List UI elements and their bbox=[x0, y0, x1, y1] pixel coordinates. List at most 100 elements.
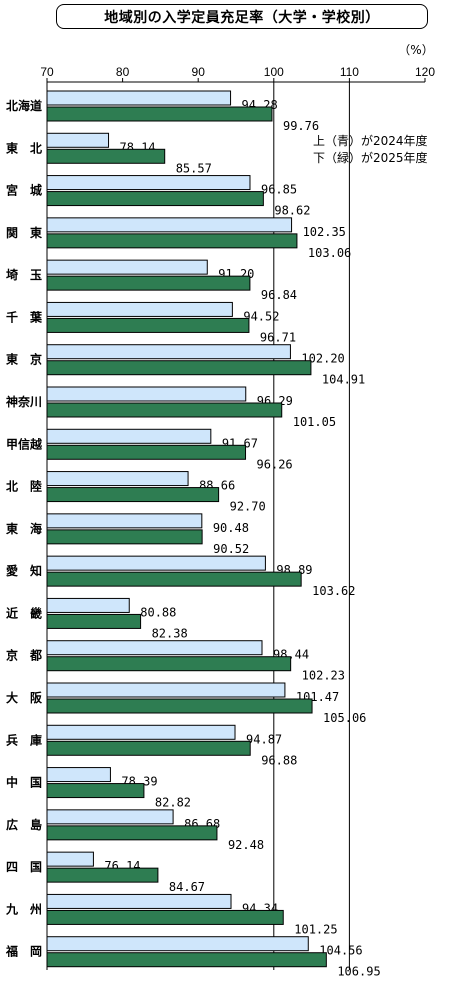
value-label-2024-3: 102.35 bbox=[303, 225, 346, 239]
bar-2024-8 bbox=[46, 428, 212, 444]
bar-2025-19 bbox=[46, 909, 284, 925]
bar-2025-13 bbox=[46, 656, 292, 672]
category-label-11: 愛 知 bbox=[6, 563, 42, 578]
bar-2025-14 bbox=[46, 698, 313, 714]
value-label-2025-16: 82.82 bbox=[155, 796, 191, 810]
bar-2024-1 bbox=[46, 132, 110, 148]
bar-2025-17 bbox=[46, 825, 218, 841]
bar-2024-2 bbox=[46, 175, 251, 191]
bar-2024-16 bbox=[46, 767, 111, 783]
category-label-3: 関 東 bbox=[6, 225, 42, 240]
bar-2025-16 bbox=[46, 783, 145, 799]
bar-2024-17 bbox=[46, 809, 174, 825]
value-label-2025-6: 104.91 bbox=[322, 373, 365, 387]
value-label-2024-2: 96.85 bbox=[261, 183, 297, 197]
bar-2025-12 bbox=[46, 613, 142, 629]
bar-2024-4 bbox=[46, 259, 208, 275]
category-label-5: 千 葉 bbox=[6, 309, 43, 324]
value-label-2024-12: 80.88 bbox=[140, 605, 176, 619]
category-label-0: 北海道 bbox=[6, 98, 42, 113]
bar-2025-2 bbox=[46, 191, 264, 207]
category-label-12: 近 畿 bbox=[6, 605, 42, 620]
x-tick-label-2: 90 bbox=[192, 65, 206, 79]
value-label-2025-4: 96.84 bbox=[261, 288, 297, 302]
x-tick-label-0: 70 bbox=[40, 65, 54, 79]
bar-2024-14 bbox=[46, 682, 286, 698]
bar-2024-15 bbox=[46, 724, 236, 740]
bar-2025-6 bbox=[46, 360, 312, 376]
bar-2025-15 bbox=[46, 740, 251, 756]
x-tick-label-1: 80 bbox=[116, 65, 130, 79]
bar-2025-18 bbox=[46, 867, 159, 883]
bar-2025-7 bbox=[46, 402, 283, 418]
value-label-2025-15: 96.88 bbox=[261, 753, 297, 767]
bar-2025-4 bbox=[46, 275, 251, 291]
bar-2024-11 bbox=[46, 555, 266, 571]
category-label-7: 神奈川 bbox=[6, 394, 42, 409]
category-label-4: 埼 玉 bbox=[6, 267, 42, 282]
bar-2024-6 bbox=[46, 344, 291, 360]
category-label-16: 中 国 bbox=[6, 775, 42, 790]
category-label-20: 福 岡 bbox=[5, 944, 42, 959]
value-label-2025-18: 84.67 bbox=[169, 880, 205, 894]
bar-2024-9 bbox=[46, 471, 189, 487]
value-label-2024-6: 102.20 bbox=[301, 352, 344, 366]
category-label-1: 東 北 bbox=[6, 140, 42, 155]
value-label-2024-10: 90.48 bbox=[213, 521, 249, 535]
value-label-2025-2: 98.62 bbox=[274, 204, 310, 218]
bar-2024-0 bbox=[46, 90, 232, 106]
category-label-17: 広 島 bbox=[6, 817, 42, 832]
bar-2024-10 bbox=[46, 513, 203, 529]
value-label-2024-15: 94.87 bbox=[246, 732, 282, 746]
value-label-2025-12: 82.38 bbox=[152, 626, 188, 640]
bar-2025-5 bbox=[46, 317, 250, 333]
legend-line-2025: 下（緑）が2025年度 bbox=[313, 150, 428, 165]
category-label-19: 九 州 bbox=[5, 901, 42, 916]
bar-2025-9 bbox=[46, 487, 220, 503]
chart-title: 地域別の入学定員充足率（大学・学校別） bbox=[56, 4, 428, 29]
legend-line-2024: 上（青）が2024年度 bbox=[313, 133, 428, 148]
value-label-2025-3: 103.06 bbox=[308, 246, 351, 260]
bar-2024-3 bbox=[46, 217, 293, 233]
value-label-2024-5: 94.52 bbox=[243, 309, 279, 323]
bar-2025-10 bbox=[46, 529, 203, 545]
category-label-2: 宮 城 bbox=[6, 183, 42, 198]
bar-2024-18 bbox=[46, 851, 94, 867]
x-tick-label-3: 100 bbox=[264, 65, 284, 79]
value-label-2025-9: 92.70 bbox=[230, 500, 266, 514]
category-label-13: 京 都 bbox=[6, 648, 42, 663]
category-label-9: 北 陸 bbox=[6, 479, 42, 494]
category-label-18: 四 国 bbox=[6, 860, 42, 874]
bar-2024-19 bbox=[46, 893, 232, 909]
value-label-2025-13: 102.23 bbox=[302, 669, 345, 683]
x-tick-label-4: 110 bbox=[340, 65, 359, 79]
x-tick-label-5: 120 bbox=[415, 65, 435, 79]
value-label-2025-17: 92.48 bbox=[228, 838, 264, 852]
bar-2025-3 bbox=[46, 233, 298, 249]
bar-2025-1 bbox=[46, 148, 166, 164]
bar-2025-8 bbox=[46, 444, 247, 460]
unit-label: （%） bbox=[398, 43, 433, 57]
bar-2024-12 bbox=[46, 597, 130, 613]
bar-2025-20 bbox=[46, 952, 327, 968]
bar-2025-11 bbox=[46, 571, 302, 587]
value-label-2025-11: 103.62 bbox=[312, 584, 355, 598]
value-label-2025-0: 99.76 bbox=[283, 119, 319, 133]
value-label-2025-1: 85.57 bbox=[176, 161, 212, 175]
category-label-14: 大 阪 bbox=[6, 690, 43, 705]
value-label-2025-20: 106.95 bbox=[337, 965, 380, 979]
value-label-2025-8: 96.26 bbox=[257, 457, 293, 471]
category-label-6: 東 京 bbox=[6, 352, 42, 367]
category-label-10: 東 海 bbox=[6, 521, 42, 536]
bar-2024-7 bbox=[46, 386, 247, 402]
category-label-8: 甲信越 bbox=[6, 436, 43, 451]
bar-2025-0 bbox=[46, 106, 273, 122]
value-label-2025-19: 101.25 bbox=[294, 922, 337, 936]
value-label-2025-14: 105.06 bbox=[323, 711, 366, 725]
value-label-2025-5: 96.71 bbox=[260, 330, 296, 344]
bar-2024-5 bbox=[46, 301, 233, 317]
value-label-2025-7: 101.05 bbox=[293, 415, 336, 429]
category-label-15: 兵 庫 bbox=[6, 732, 42, 747]
value-label-2025-10: 90.52 bbox=[213, 542, 249, 556]
